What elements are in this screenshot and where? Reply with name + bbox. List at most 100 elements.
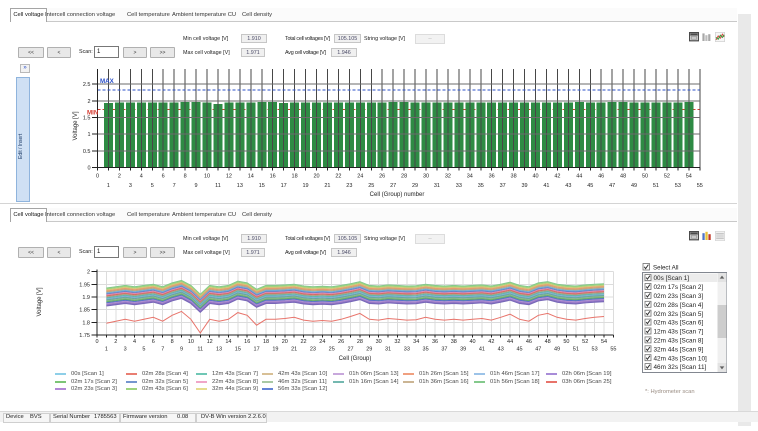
svg-text:13: 13	[237, 183, 243, 189]
svg-text:4: 4	[140, 174, 143, 180]
svg-text:14: 14	[225, 339, 231, 345]
svg-text:29: 29	[412, 183, 418, 189]
svg-text:55: 55	[610, 347, 616, 353]
svg-text:36: 36	[489, 174, 495, 180]
svg-text:35: 35	[423, 347, 429, 353]
svg-text:40: 40	[469, 339, 475, 345]
svg-text:7: 7	[173, 183, 176, 189]
svg-text:28: 28	[357, 339, 363, 345]
svg-text:19: 19	[302, 183, 308, 189]
svg-text:29: 29	[366, 347, 372, 353]
svg-text:54: 54	[686, 174, 692, 180]
svg-text:33: 33	[404, 347, 410, 353]
svg-text:22: 22	[335, 174, 341, 180]
svg-text:34: 34	[467, 174, 473, 180]
svg-text:18: 18	[292, 174, 298, 180]
svg-text:42: 42	[554, 174, 560, 180]
svg-text:34: 34	[413, 339, 419, 345]
svg-text:23: 23	[346, 183, 352, 189]
svg-text:43: 43	[498, 347, 504, 353]
svg-text:0: 0	[96, 174, 99, 180]
svg-text:30: 30	[376, 339, 382, 345]
svg-text:31: 31	[434, 183, 440, 189]
svg-text:24: 24	[319, 339, 325, 345]
svg-text:55: 55	[697, 183, 703, 189]
svg-text:41: 41	[543, 183, 549, 189]
svg-text:MIN: MIN	[87, 110, 99, 117]
svg-text:37: 37	[500, 183, 506, 189]
svg-text:32m 44s [Scan 9]: 32m 44s [Scan 9]	[654, 346, 704, 353]
svg-text:39: 39	[521, 183, 527, 189]
svg-text:23: 23	[310, 347, 316, 353]
svg-text:12m 43s [Scan 7]: 12m 43s [Scan 7]	[654, 329, 704, 336]
svg-text:43: 43	[565, 183, 571, 189]
svg-text:49: 49	[631, 183, 637, 189]
svg-text:42m 43s [Scan 10]: 42m 43s [Scan 10]	[654, 355, 708, 362]
svg-text:4: 4	[133, 339, 136, 345]
svg-text:1.5: 1.5	[83, 116, 91, 122]
svg-text:0: 0	[87, 166, 90, 172]
svg-text:47: 47	[535, 347, 541, 353]
svg-text:8: 8	[184, 174, 187, 180]
svg-text:52: 52	[582, 339, 588, 345]
svg-text:39: 39	[460, 347, 466, 353]
svg-text:27: 27	[390, 183, 396, 189]
svg-text:31: 31	[385, 347, 391, 353]
svg-text:51: 51	[653, 183, 659, 189]
svg-text:22: 22	[300, 339, 306, 345]
svg-text:50: 50	[642, 174, 648, 180]
svg-text:0: 0	[95, 339, 98, 345]
svg-text:32: 32	[394, 339, 400, 345]
svg-text:15: 15	[235, 347, 241, 353]
svg-text:21: 21	[291, 347, 297, 353]
svg-text:37: 37	[441, 347, 447, 353]
svg-text:1.8: 1.8	[82, 320, 90, 326]
svg-text:11: 11	[197, 347, 203, 353]
svg-text:54: 54	[601, 339, 607, 345]
svg-text:6: 6	[162, 174, 165, 180]
svg-text:45: 45	[587, 183, 593, 189]
svg-text:7: 7	[161, 347, 164, 353]
svg-text:15: 15	[259, 183, 265, 189]
svg-text:2.5: 2.5	[83, 82, 91, 88]
svg-text:26: 26	[338, 339, 344, 345]
svg-text:53: 53	[675, 183, 681, 189]
svg-text:1: 1	[105, 347, 108, 353]
svg-text:Voltage [V]: Voltage [V]	[37, 287, 43, 316]
svg-text:3: 3	[124, 347, 127, 353]
svg-text:2: 2	[87, 99, 90, 105]
svg-text:48: 48	[620, 174, 626, 180]
svg-text:44: 44	[576, 174, 582, 180]
svg-text:8: 8	[171, 339, 174, 345]
svg-text:45: 45	[516, 347, 522, 353]
svg-text:18: 18	[263, 339, 269, 345]
svg-text:6: 6	[152, 339, 155, 345]
svg-text:53: 53	[592, 347, 598, 353]
svg-text:48: 48	[545, 339, 551, 345]
svg-text:0.5: 0.5	[83, 149, 91, 155]
svg-text:20: 20	[282, 339, 288, 345]
svg-text:27: 27	[347, 347, 353, 353]
svg-text:17: 17	[254, 347, 260, 353]
svg-text:35: 35	[478, 183, 484, 189]
svg-text:1.85: 1.85	[79, 308, 90, 314]
svg-text:10: 10	[188, 339, 194, 345]
svg-text:51: 51	[573, 347, 579, 353]
svg-text:5: 5	[142, 347, 145, 353]
svg-text:02m 23s [Scan 3]: 02m 23s [Scan 3]	[654, 293, 704, 300]
svg-text:20: 20	[313, 174, 319, 180]
svg-text:02m 43s [Scan 6]: 02m 43s [Scan 6]	[654, 320, 704, 327]
svg-text:47: 47	[609, 183, 615, 189]
svg-text:25: 25	[368, 183, 374, 189]
svg-text:26: 26	[379, 174, 385, 180]
svg-text:46: 46	[598, 174, 604, 180]
svg-text:16: 16	[244, 339, 250, 345]
svg-text:40: 40	[532, 174, 538, 180]
svg-text:2: 2	[87, 270, 90, 276]
svg-text:1.9: 1.9	[82, 295, 90, 301]
svg-text:42: 42	[488, 339, 494, 345]
svg-text:Voltage [V]: Voltage [V]	[73, 111, 79, 140]
svg-text:44: 44	[507, 339, 513, 345]
svg-text:02m 17s [Scan 2]: 02m 17s [Scan 2]	[654, 284, 704, 291]
svg-text:1.95: 1.95	[79, 282, 90, 288]
